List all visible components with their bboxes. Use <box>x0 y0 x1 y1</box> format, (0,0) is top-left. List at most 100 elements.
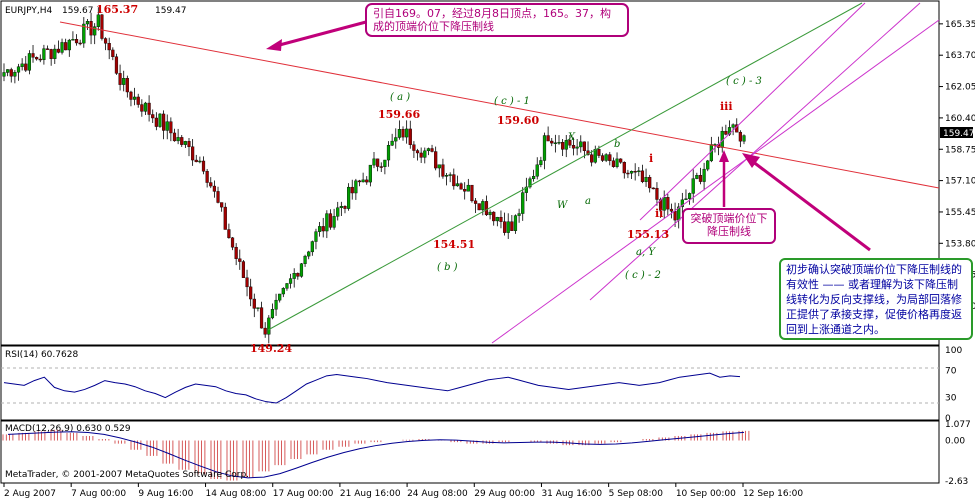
price-tick-label: 153.80 <box>945 239 975 249</box>
rsi-tick-label: 100 <box>945 346 962 356</box>
time-axis: 2 Aug 2007 7 Aug 00:00 9 Aug 16:00 14 Aug 0… <box>3 483 803 499</box>
candle-body <box>495 216 499 222</box>
candle-body <box>492 211 496 222</box>
candle-body <box>209 182 213 187</box>
candle-body <box>67 39 71 51</box>
rsi-axis: 100 70 30 0 <box>945 346 962 424</box>
candle-body <box>42 48 46 60</box>
wave-iii: iii <box>720 100 733 113</box>
candle-body <box>162 113 166 131</box>
candle-body <box>575 146 579 149</box>
candle-body <box>361 179 365 183</box>
time-tick-label: 21 Aug 16:00 <box>340 489 401 499</box>
candle-body <box>187 141 191 147</box>
candle-body <box>430 148 434 152</box>
candle-body <box>303 255 307 264</box>
candle-body <box>296 273 300 277</box>
wave-c3: ( c ) - 3 <box>726 76 762 87</box>
candle-body <box>336 207 340 217</box>
candle-body <box>655 187 659 200</box>
magenta-channel-middle <box>589 2 921 301</box>
candle-body <box>666 197 670 210</box>
wave-c2: ( c ) - 2 <box>625 270 661 281</box>
candle-body <box>332 216 336 228</box>
candle-body <box>742 135 746 142</box>
candle-body <box>227 229 231 239</box>
price-tick-label: 157.10 <box>945 177 975 187</box>
candle-body <box>415 150 420 154</box>
wave-c2-price: 155.13 <box>627 228 669 241</box>
candle-body <box>96 14 100 27</box>
candle-body <box>158 113 162 127</box>
arrow-top <box>271 20 367 49</box>
rsi-tick-label: 0 <box>945 414 951 424</box>
macd-panel <box>0 420 940 484</box>
candle-body <box>252 298 256 309</box>
candle-body <box>691 178 695 194</box>
candle-body <box>350 186 354 194</box>
candle-body <box>401 129 405 138</box>
candle-body <box>452 174 456 187</box>
candle-body <box>132 96 137 100</box>
candle-body <box>695 175 699 179</box>
candle-body <box>53 48 57 59</box>
candle-body <box>143 102 148 112</box>
candle-body <box>176 137 180 142</box>
candle-body <box>412 144 416 151</box>
wave-wa: a <box>585 196 591 207</box>
green-channel-line <box>267 2 863 331</box>
candle-body <box>619 158 623 163</box>
candle-body <box>45 48 50 50</box>
candle-body <box>31 53 35 58</box>
candle-body <box>484 201 489 216</box>
arrow-confirm <box>747 156 871 252</box>
candle-body <box>314 231 318 242</box>
time-tick-label: 14 Aug 08:00 <box>206 489 267 499</box>
candle-body <box>590 154 594 163</box>
candle-body <box>16 66 21 73</box>
candle-body <box>357 180 362 183</box>
candle-body <box>470 184 474 202</box>
candle-body <box>506 221 510 233</box>
candle-body <box>626 172 630 175</box>
note-breakout: 突破顶端价位下降压制线 <box>682 208 776 244</box>
macd-tick-label: 0.00 <box>945 437 965 447</box>
candle-body <box>321 226 325 232</box>
macd-signal-line <box>7 431 745 479</box>
candle-body <box>125 78 129 93</box>
arrowhead-confirm <box>742 153 760 168</box>
time-tick-label: 2 Aug 2007 <box>4 489 56 499</box>
candle-body <box>597 149 601 156</box>
candle-body <box>274 299 278 310</box>
wave-wb: b <box>614 139 620 150</box>
candle-body <box>463 189 467 192</box>
candle-body <box>582 141 586 152</box>
candle-body <box>394 137 398 142</box>
candle-body <box>38 58 42 61</box>
candle-body <box>230 237 235 248</box>
candle-body <box>397 129 401 138</box>
candle-body <box>383 159 387 168</box>
candle-body <box>270 309 275 319</box>
symbol-label: EURJPY,H4 <box>5 6 53 16</box>
candle-body <box>510 221 514 231</box>
candle-body <box>419 152 423 158</box>
macd-tick-label: 1.077 <box>945 420 971 430</box>
candle-body <box>220 202 224 208</box>
macd-label: MACD(12,26,9) 0.630 0.529 <box>5 424 131 434</box>
candle-body <box>481 201 485 211</box>
candle-body <box>154 117 158 127</box>
rsi-tick-label: 70 <box>945 366 957 376</box>
candle-body <box>608 154 612 161</box>
wave-ii: ii <box>655 207 663 220</box>
candle-body <box>405 128 409 138</box>
wave-a: ( a ) <box>390 92 410 103</box>
candle-body <box>557 142 561 144</box>
candle-body <box>365 179 369 183</box>
candle-body <box>706 160 710 170</box>
time-tick-label: 17 Aug 00:00 <box>273 489 334 499</box>
time-tick-label: 10 Sep 00:00 <box>676 489 736 499</box>
rsi-panel <box>0 345 940 421</box>
current-price-box <box>940 127 973 138</box>
candle-body <box>611 160 616 167</box>
